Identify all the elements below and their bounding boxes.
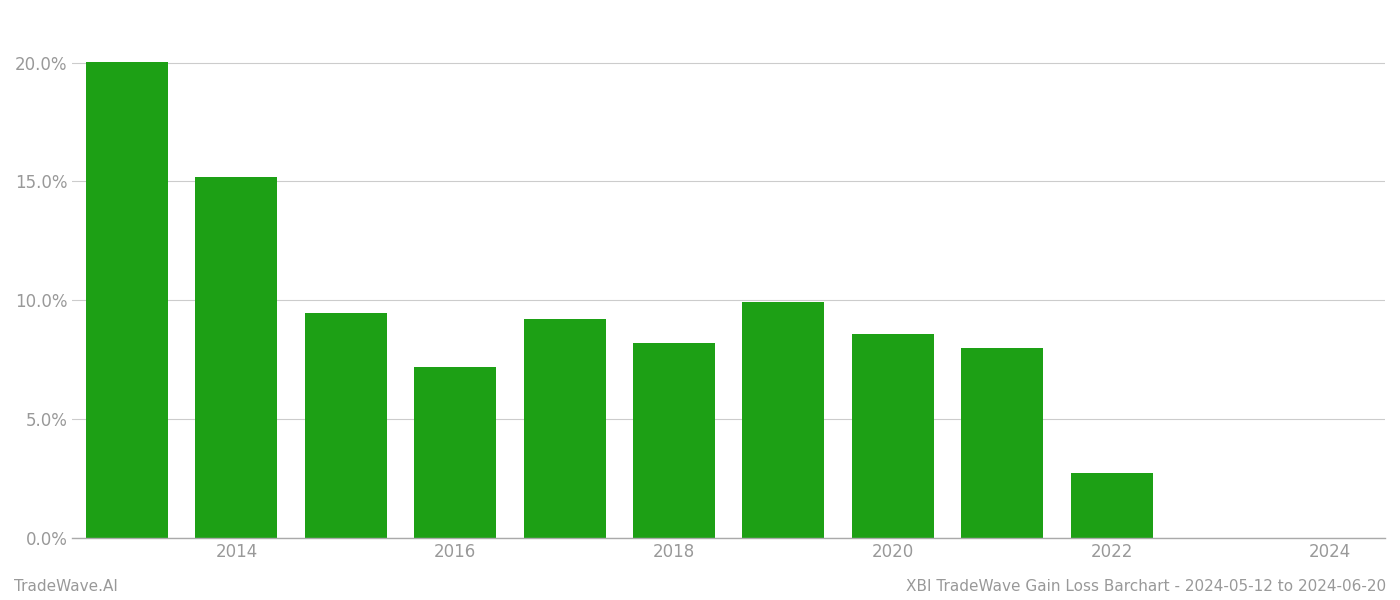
Bar — [633, 343, 715, 538]
Bar — [962, 348, 1043, 538]
Bar — [196, 176, 277, 538]
Bar — [305, 313, 386, 538]
Bar — [1071, 473, 1152, 538]
Bar — [524, 319, 606, 538]
Text: XBI TradeWave Gain Loss Barchart - 2024-05-12 to 2024-06-20: XBI TradeWave Gain Loss Barchart - 2024-… — [906, 579, 1386, 594]
Text: TradeWave.AI: TradeWave.AI — [14, 579, 118, 594]
Bar — [742, 302, 825, 538]
Bar — [851, 334, 934, 538]
Bar — [414, 367, 496, 538]
Bar — [85, 62, 168, 538]
